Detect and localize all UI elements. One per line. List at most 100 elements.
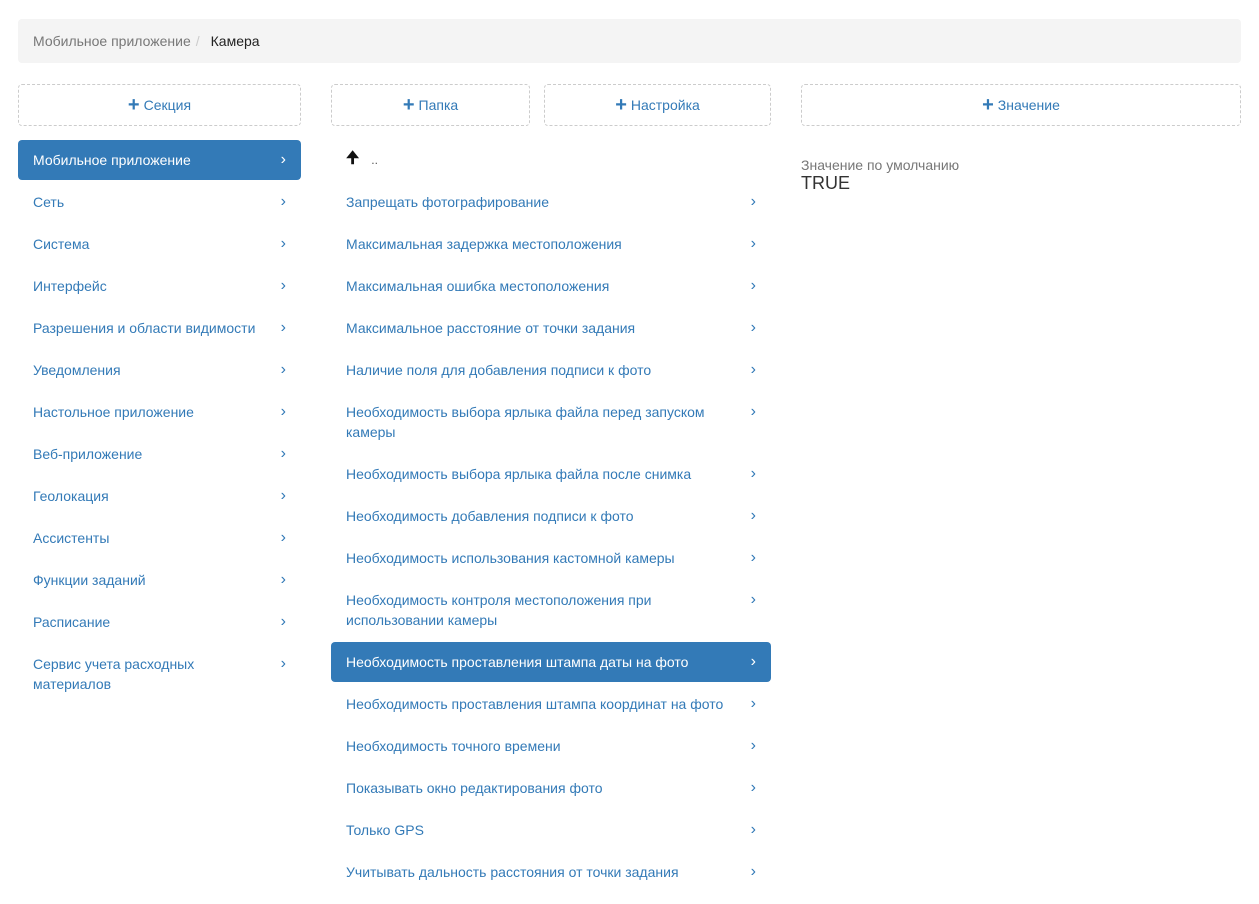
section-item[interactable]: Веб-приложение › [18,434,301,474]
section-item[interactable]: Геолокация › [18,476,301,516]
chevron-right-icon: › [750,193,756,210]
section-item-label: Настольное приложение [33,404,194,420]
section-item[interactable]: Сервис учета расходных материалов › [18,644,301,704]
chevron-right-icon: › [280,529,286,546]
setting-item-label: Необходимость использования кастомной ка… [346,550,675,566]
section-list: Мобильное приложение › Сеть › Система › Интерф… [18,140,301,706]
breadcrumb-parent[interactable]: Мобильное приложение [33,33,191,49]
chevron-right-icon: › [750,549,756,566]
setting-item[interactable]: Наличие поля для добавления подписи к фо… [331,350,771,390]
add-folder-button[interactable]: + Папка [331,84,530,126]
setting-item-label: Необходимость проставления штампа даты н… [346,654,689,670]
chevron-right-icon: › [280,487,286,504]
section-item-label: Веб-приложение [33,446,143,462]
setting-item[interactable]: Необходимость контроля местоположения пр… [331,580,771,640]
chevron-right-icon: › [280,445,286,462]
plus-icon: + [127,94,140,116]
chevron-right-icon: › [750,507,756,524]
setting-item[interactable]: Максимальная задержка местоположения › [331,224,771,264]
section-item[interactable]: Разрешения и области видимости › [18,308,301,348]
chevron-right-icon: › [750,737,756,754]
chevron-right-icon: › [280,361,286,378]
setting-item-label: Запрещать фотографирование [346,194,550,210]
section-item-label: Расписание [33,614,111,630]
setting-item-label: Необходимость выбора ярлыка файла после … [346,466,692,482]
plus-icon: + [615,94,627,116]
value-detail: Значение по умолчанию TRUE [801,157,959,193]
setting-item[interactable]: Максимальная ошибка местоположения › [331,266,771,306]
section-item[interactable]: Расписание › [18,602,301,642]
setting-item-label: Наличие поля для добавления подписи к фо… [346,362,652,378]
section-item-label: Геолокация [33,488,109,504]
setting-item[interactable]: Необходимость добавления подписи к фото › [331,496,771,536]
setting-item[interactable]: Необходимость выбора ярлыка файла перед … [331,392,771,452]
section-item[interactable]: Сеть › [18,182,301,222]
add-value-button[interactable]: + Значение [801,84,1241,126]
chevron-right-icon: › [280,319,286,336]
section-item-label: Мобильное приложение [33,152,191,168]
setting-item[interactable]: Максимальное расстояние от точки задания… [331,308,771,348]
chevron-right-icon: › [280,235,286,252]
arrow-up-icon: 🠉 [346,149,360,167]
section-item[interactable]: Функции заданий › [18,560,301,600]
setting-item-label: Учитывать дальность расстояния от точки … [346,864,679,880]
section-item[interactable]: Уведомления › [18,350,301,390]
chevron-right-icon: › [750,653,756,670]
folder-up-label: .. [371,153,378,167]
setting-item-label: Максимальная ошибка местоположения [346,278,610,294]
section-item[interactable]: Интерфейс › [18,266,301,306]
setting-item-label: Необходимость выбора ярлыка файла перед … [346,404,705,440]
chevron-right-icon: › [750,779,756,796]
chevron-right-icon: › [280,403,286,420]
add-setting-label: Настройка [630,97,700,113]
setting-item-label: Необходимость проставления штампа коорди… [346,696,724,712]
default-value-label: Значение по умолчанию [801,157,960,173]
default-value: TRUE [801,173,850,193]
section-item-label: Разрешения и области видимости [33,320,256,336]
setting-item[interactable]: Учитывать дальность расстояния от точки … [331,852,771,892]
setting-item-label: Максимальное расстояние от точки задания [346,320,636,336]
setting-item[interactable]: Необходимость проставления штампа коорди… [331,684,771,724]
section-item-label: Сервис учета расходных материалов [33,656,195,692]
setting-item[interactable]: Необходимость использования кастомной ка… [331,538,771,578]
chevron-right-icon: › [280,613,286,630]
section-item-label: Интерфейс [33,278,107,294]
setting-item[interactable]: Необходимость проставления штампа даты н… [331,642,771,682]
setting-item-label: Необходимость добавления подписи к фото [346,508,634,524]
setting-item[interactable]: Только GPS › [331,810,771,850]
chevron-right-icon: › [280,655,286,672]
chevron-right-icon: › [280,571,286,588]
section-item-label: Система [33,236,90,252]
setting-item[interactable]: Запрещать фотографирование › [331,182,771,222]
settings-list: 🠉 .. Запрещать фотографирование › Максимал… [331,140,771,894]
chevron-right-icon: › [750,465,756,482]
add-folder-label: Папка [418,97,459,113]
chevron-right-icon: › [750,319,756,336]
section-item-label: Функции заданий [33,572,146,588]
section-item[interactable]: Система › [18,224,301,264]
section-item[interactable]: Мобильное приложение › [18,140,301,180]
setting-item[interactable]: Необходимость точного времени › [331,726,771,766]
setting-item[interactable]: Необходимость выбора ярлыка файла после … [331,454,771,494]
chevron-right-icon: › [750,277,756,294]
section-item-label: Ассистенты [33,530,110,546]
chevron-right-icon: › [280,193,286,210]
breadcrumb-current: Камера [210,33,260,49]
breadcrumb: Мобильное приложение / Камера [18,19,1241,63]
chevron-right-icon: › [750,695,756,712]
chevron-right-icon: › [750,591,756,608]
chevron-right-icon: › [280,151,286,168]
add-setting-button[interactable]: + Настройка [544,84,771,126]
chevron-right-icon: › [750,821,756,838]
section-item[interactable]: Ассистенты › [18,518,301,558]
add-value-label: Значение [997,97,1060,113]
setting-item-label: Максимальная задержка местоположения [346,236,622,252]
setting-item[interactable]: Показывать окно редактирования фото › [331,768,771,808]
setting-item-label: Только GPS [346,822,424,838]
section-item[interactable]: Настольное приложение › [18,392,301,432]
add-section-label: Секция [143,97,192,113]
section-item-label: Уведомления [33,362,121,378]
add-section-button[interactable]: + Секция [18,84,301,126]
chevron-right-icon: › [750,361,756,378]
folder-up[interactable]: 🠉 .. [331,140,771,180]
